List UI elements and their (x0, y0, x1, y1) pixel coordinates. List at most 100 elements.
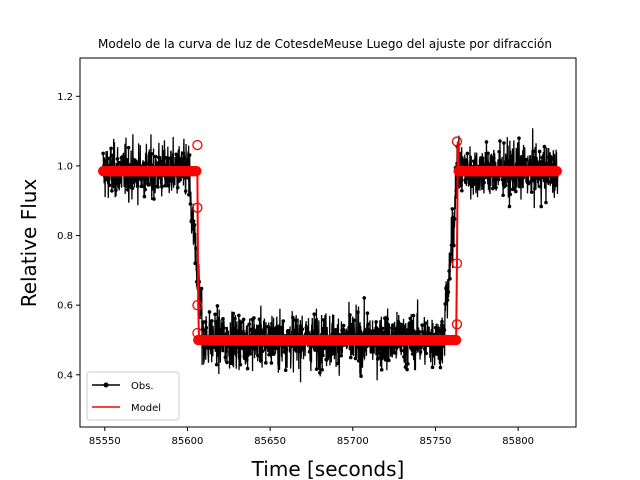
obs-point (236, 345, 240, 350)
obs-point (497, 149, 501, 154)
obs-point (254, 346, 259, 350)
obs-point (529, 179, 533, 184)
obs-point (406, 362, 410, 366)
obs-point (377, 346, 382, 351)
obs-point (216, 316, 221, 321)
obs-point (372, 328, 377, 333)
obs-point (207, 310, 212, 314)
legend-model-label: Model (131, 403, 161, 414)
obs-point (356, 358, 361, 363)
obs-point (122, 159, 127, 163)
obs-point (321, 353, 325, 358)
obs-point (361, 346, 366, 351)
obs-point (294, 324, 299, 329)
obs-point (199, 286, 204, 291)
obs-point (439, 345, 444, 350)
obs-point (374, 320, 378, 324)
obs-point (380, 326, 385, 331)
obs-point (517, 136, 521, 140)
obs-point (114, 181, 119, 186)
x-tick-label: 85750 (420, 436, 452, 447)
obs-point (187, 192, 191, 197)
obs-point (295, 345, 300, 350)
obs-point (503, 183, 508, 188)
chart-title: Modelo de la curva de luz de CotesdeMeus… (98, 37, 552, 51)
legend-obs-marker (103, 382, 109, 388)
obs-point (494, 185, 498, 190)
y-axis-label: Relative Flux (17, 179, 41, 308)
obs-point (106, 156, 110, 161)
obs-point (544, 200, 548, 205)
obs-point (353, 356, 358, 361)
obs-point (305, 326, 309, 331)
obs-point (539, 204, 544, 209)
obs-point (438, 365, 443, 370)
obs-point (391, 323, 395, 327)
obs-point (215, 304, 220, 308)
y-tick-label: 0.8 (57, 231, 73, 242)
obs-point (536, 163, 540, 167)
x-tick-label: 85700 (337, 436, 369, 447)
obs-point (447, 269, 451, 273)
obs-point (185, 175, 190, 180)
obs-point (204, 325, 209, 330)
plot-frame (79, 57, 577, 428)
obs-point (542, 144, 547, 149)
obs-point (192, 223, 197, 227)
x-tick-label: 85800 (502, 436, 534, 447)
obs-point (259, 358, 263, 363)
obs-point (256, 353, 260, 358)
obs-point (230, 361, 235, 366)
obs-point (365, 311, 370, 315)
model-point (192, 300, 203, 311)
obs-point (471, 183, 475, 187)
obs-point (221, 326, 226, 330)
obs-point (125, 188, 130, 192)
obs-point (384, 346, 389, 351)
obs-point (112, 185, 117, 189)
obs-point (452, 217, 457, 221)
obs-point (233, 350, 238, 355)
obs-point (153, 154, 158, 159)
obs-point (482, 180, 486, 185)
obs-point (501, 193, 505, 198)
obs-point (379, 368, 384, 372)
obs-point (260, 349, 265, 353)
obs-point (109, 146, 113, 151)
obs-point (110, 153, 115, 158)
obs-point (321, 318, 326, 322)
obs-point (394, 330, 398, 334)
obs-point (294, 318, 298, 323)
obs-point (402, 354, 406, 359)
obs-point (398, 325, 403, 330)
obs-point (281, 319, 286, 323)
obs-point (300, 327, 305, 332)
obs-point (237, 354, 242, 358)
obs-point (485, 160, 490, 165)
obs-point (367, 328, 371, 332)
obs-point (347, 325, 351, 330)
obs-point (228, 350, 232, 355)
obs-point (213, 312, 217, 317)
obs-point (312, 312, 317, 316)
obs-point (415, 345, 420, 350)
obs-point (498, 139, 502, 143)
obs-point (440, 319, 444, 324)
obs-point (232, 330, 236, 335)
obs-point (359, 374, 363, 378)
obs-point (202, 346, 207, 351)
obs-point (287, 330, 291, 334)
obs-point (127, 184, 132, 188)
obs-point (500, 177, 505, 182)
obs-point (269, 361, 274, 365)
obs-point (395, 325, 400, 330)
obs-point (130, 186, 135, 190)
obs-point (251, 327, 255, 331)
obs-point (146, 183, 151, 187)
obs-point (193, 261, 197, 266)
obs-point (313, 348, 317, 352)
obs-point (404, 350, 409, 355)
plot-area (79, 57, 577, 428)
obs-point (274, 346, 278, 351)
obs-point (126, 145, 131, 150)
